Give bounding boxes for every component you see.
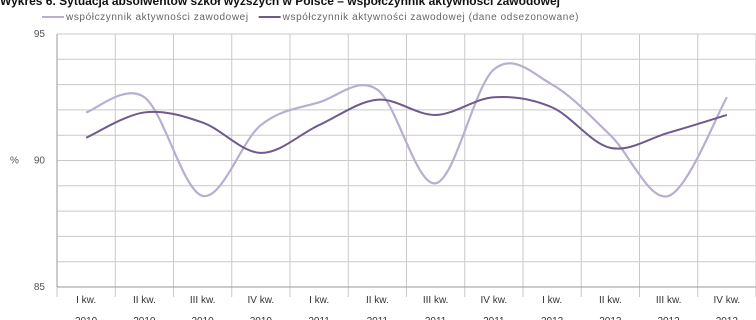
series-line-1 <box>85 62 728 198</box>
x-tick-label-year: 2012 <box>716 316 739 320</box>
x-tick-label: III kw. <box>656 295 682 306</box>
x-tick-label-year: 2012 <box>658 316 681 320</box>
legend-label-2: współczynnik aktywności zawodowej (dane … <box>282 12 579 23</box>
x-tick-label: II kw. <box>133 295 156 306</box>
x-tick-label-year: 2011 <box>483 316 505 320</box>
series-lines <box>85 62 728 198</box>
x-tick-label: IV kw. <box>714 295 741 306</box>
x-tick-label: I kw. <box>76 295 96 306</box>
axis-labels: 85 90 95% I kw. 2010 II kw. 2010 III kw. 2010 IV … <box>10 29 740 320</box>
x-tick-label-year: 2011 <box>308 316 330 320</box>
y-tick-label: 90 <box>34 156 46 167</box>
x-tick-label-year: 2010 <box>250 316 273 320</box>
y-tick-label: 85 <box>34 282 46 293</box>
chart-title: Wykres 6. Sytuacja absolwentów szkół wyż… <box>0 0 560 8</box>
y-tick-label: 95 <box>34 29 46 40</box>
x-tick-label-year: 2010 <box>192 316 215 320</box>
x-tick-label: I kw. <box>309 295 329 306</box>
legend-label-1: współczynnik aktywności zawodowej <box>65 12 249 23</box>
x-tick-label: II kw. <box>599 295 622 306</box>
y-axis-unit: % <box>10 156 19 167</box>
x-tick-label-year: 2011 <box>425 316 447 320</box>
legend: współczynnik aktywności zawodowej współcz… <box>42 12 579 23</box>
x-tick-label: III kw. <box>423 295 449 306</box>
x-tick-label-year: 2010 <box>133 316 156 320</box>
x-tick-label-year: 2010 <box>75 316 98 320</box>
x-tick-label: IV kw. <box>481 295 508 306</box>
x-tick-label-year: 2012 <box>599 316 622 320</box>
x-tick-label-year: 2012 <box>541 316 564 320</box>
x-tick-label-year: 2011 <box>367 316 389 320</box>
series-line-2 <box>85 95 728 154</box>
x-tick-label: IV kw. <box>248 295 275 306</box>
x-tick-label: III kw. <box>190 295 216 306</box>
axes <box>56 34 756 288</box>
grid <box>56 33 756 297</box>
x-tick-label: II kw. <box>366 295 389 306</box>
x-tick-label: I kw. <box>542 295 562 306</box>
